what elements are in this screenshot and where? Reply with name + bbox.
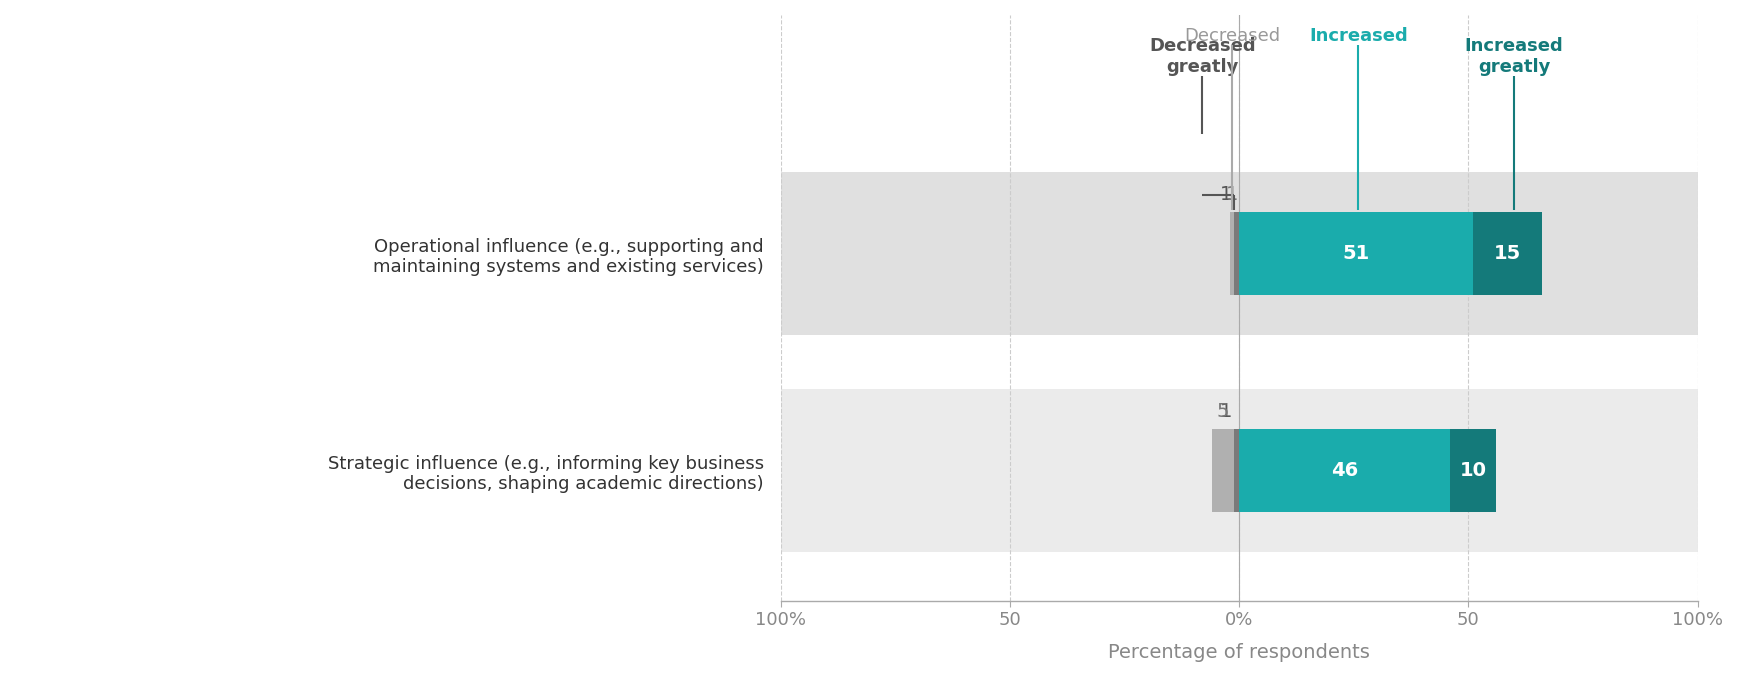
Text: 1: 1	[1220, 185, 1232, 204]
Text: 10: 10	[1460, 461, 1486, 480]
Text: Decreased
greatly: Decreased greatly	[1149, 37, 1255, 76]
Text: Increased: Increased	[1309, 27, 1408, 45]
Bar	[1449, 429, 1496, 512]
Text: 5: 5	[1217, 401, 1229, 420]
Text: Decreased: Decreased	[1184, 27, 1281, 45]
Text: 51: 51	[1342, 244, 1370, 263]
X-axis label: Percentage of respondents: Percentage of respondents	[1109, 643, 1370, 662]
Text: 1: 1	[1225, 185, 1239, 204]
Text: 1: 1	[1220, 401, 1232, 420]
Bar	[1472, 213, 1542, 294]
Text: 15: 15	[1493, 244, 1521, 263]
Bar	[1239, 213, 1472, 294]
Bar	[780, 389, 1698, 552]
Bar	[1231, 213, 1234, 294]
Text: 46: 46	[1331, 461, 1357, 480]
Bar	[1211, 429, 1234, 512]
Bar	[1234, 213, 1239, 294]
Bar	[780, 172, 1698, 335]
Bar	[1234, 429, 1239, 512]
Text: Increased
greatly: Increased greatly	[1465, 37, 1564, 76]
Bar	[1239, 429, 1449, 512]
